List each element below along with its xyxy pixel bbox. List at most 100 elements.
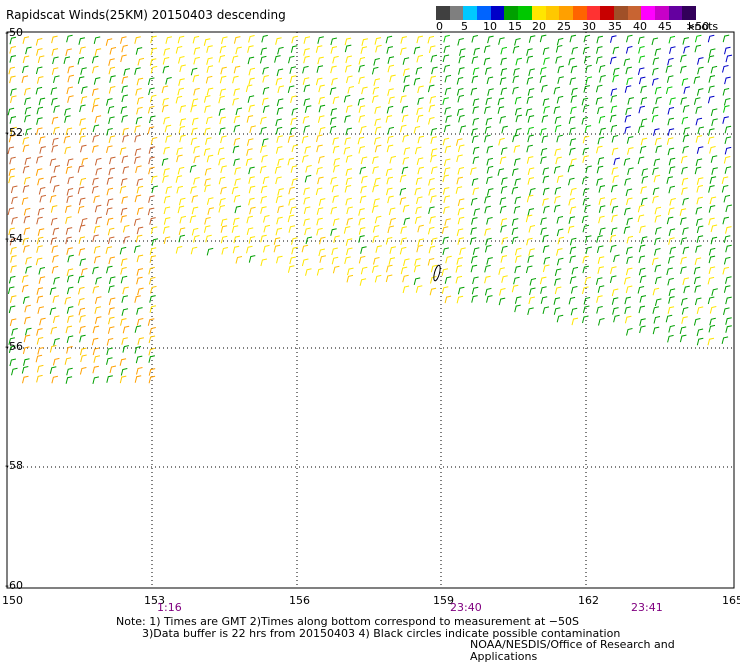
wind-barb [176,154,183,163]
wind-barb [203,225,211,233]
wind-barb [218,176,226,185]
wind-barb [697,57,704,65]
wind-barb [443,124,451,133]
wind-barb [722,88,730,96]
wind-barbs [7,34,733,385]
wind-barb [53,126,60,135]
wind-barb [611,288,619,297]
wind-barb [303,98,311,106]
wind-barb [263,244,270,253]
wind-barb [24,316,31,325]
wind-barb [624,178,631,186]
wind-barb [568,116,576,125]
wind-barb [667,128,675,136]
wind-barb [11,196,18,205]
wind-barb [109,156,116,165]
wind-barb [36,127,43,136]
wind-barb [697,66,704,75]
wind-barb [333,158,340,166]
wind-barb [498,297,506,306]
wind-barb [652,326,660,335]
wind-barb [626,136,634,144]
wind-barb [455,265,463,273]
wind-barb [106,375,113,383]
wind-barb [542,187,550,196]
wind-barb [416,157,424,166]
wind-barb [79,258,87,267]
wind-barb [203,95,211,103]
wind-barb [610,266,617,274]
wind-barb [8,168,16,176]
wind-barb [529,188,536,196]
wind-barb [64,296,72,305]
wind-barb [583,297,591,305]
wind-barb [540,217,547,226]
wind-barb [539,67,547,75]
wind-barb [344,137,351,145]
legend-label: 30 [582,20,596,33]
wind-barb [345,177,353,186]
wind-barb [304,146,311,154]
wind-barb [64,108,71,116]
wind-barb [109,47,117,55]
wind-barb [654,86,662,95]
wind-barb [248,77,255,86]
wind-barb [123,236,130,244]
wind-barb [484,126,492,134]
wind-barb [91,104,99,113]
wind-barb [610,95,618,103]
wind-barb [260,47,268,56]
wind-barb [484,106,491,114]
wind-barb [36,48,43,56]
wind-barb [176,147,183,156]
wind-barb [36,337,44,345]
wind-barb [179,134,186,143]
wind-barb [193,177,200,185]
wind-barb [443,64,451,73]
wind-barb [35,257,43,266]
wind-barb [303,55,310,64]
wind-barb [148,156,155,165]
wind-barb [301,258,309,267]
wind-barb [556,95,564,104]
wind-barb [638,105,646,114]
wind-barb [682,145,689,154]
wind-barb [51,116,59,125]
wind-barb [119,358,127,366]
wind-barb [121,115,128,123]
wind-barb [654,206,662,215]
wind-barb [249,206,256,215]
wind-barb [346,247,353,256]
wind-barb [471,178,479,186]
wind-barb [149,217,156,225]
wind-barb [725,276,732,284]
wind-barb [246,115,254,123]
wind-barb [555,45,563,53]
wind-barb [108,285,115,293]
wind-barb [330,228,337,236]
wind-barb [401,114,409,123]
wind-barb [723,194,731,203]
wind-barb [693,276,701,285]
wind-barb [290,117,297,126]
wind-barb [344,115,351,123]
wind-barb [598,185,606,193]
wind-barb [458,67,465,75]
wind-barb [120,36,127,44]
wind-barb [514,107,522,116]
wind-barb [275,37,282,45]
wind-barb [654,264,662,273]
wind-barb [484,134,491,143]
wind-barb [654,298,662,307]
wind-barb [725,54,733,63]
wind-barb [148,375,156,384]
wind-barb [385,237,393,245]
wind-barb [148,87,155,96]
wind-barb [319,236,326,245]
wind-barb [135,165,142,174]
wind-barb [66,188,74,196]
wind-barb [220,218,228,227]
wind-barb [444,74,452,83]
wind-barb [403,75,411,83]
wind-barb [669,198,676,206]
